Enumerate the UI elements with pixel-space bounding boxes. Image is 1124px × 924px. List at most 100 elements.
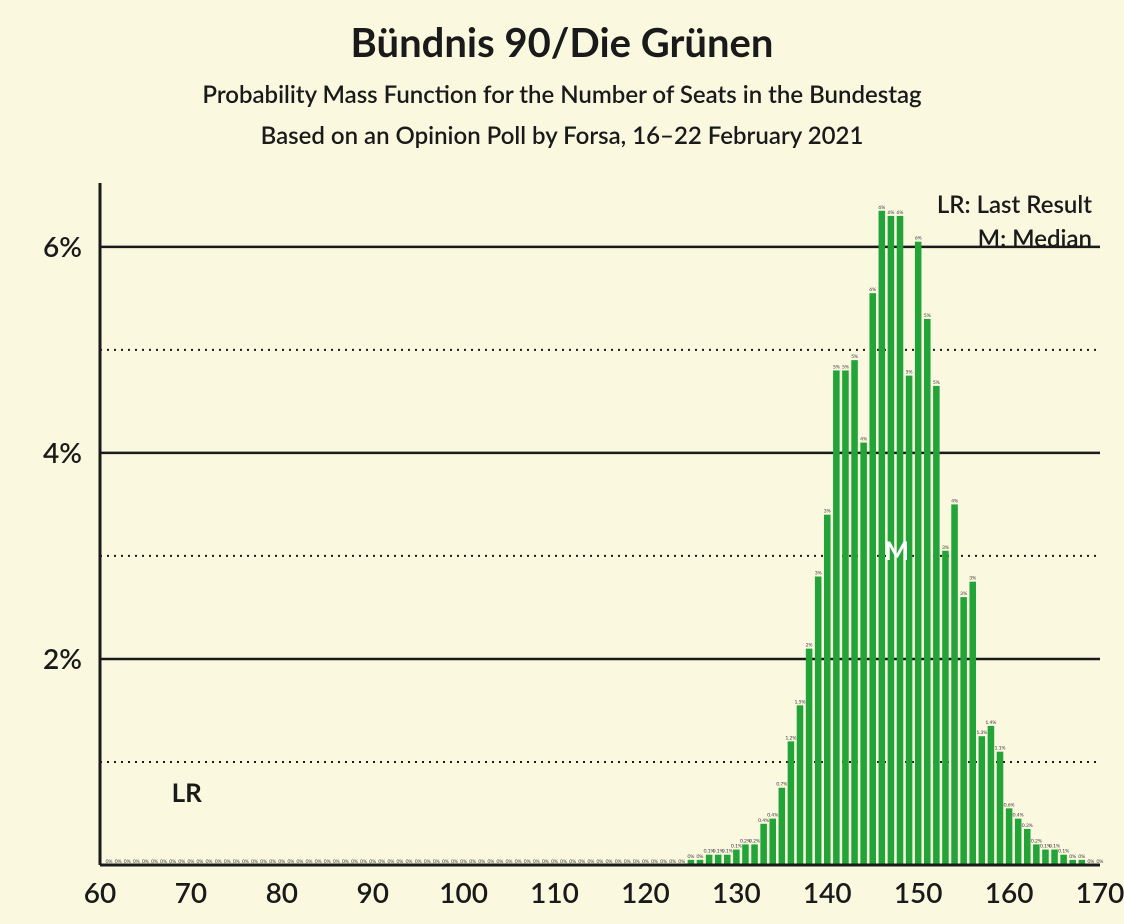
bar xyxy=(960,597,967,865)
bar-label: 0.1% xyxy=(704,849,715,855)
bar-label: 0.3% xyxy=(1022,823,1033,829)
bar xyxy=(833,370,840,865)
bar-label: 0% xyxy=(106,859,113,865)
bar-label: 5% xyxy=(833,364,840,370)
bar-label: 0.1% xyxy=(722,849,733,855)
bar-label: 3% xyxy=(960,591,967,597)
x-tick-label: 110 xyxy=(530,875,579,909)
bar-label: 0.4% xyxy=(758,818,769,824)
bar-label: 0% xyxy=(697,854,704,860)
bar-label: 0% xyxy=(297,859,304,865)
bar-label: 0% xyxy=(415,859,422,865)
bar xyxy=(969,582,976,865)
bar-label: 0% xyxy=(497,859,504,865)
bar-label: 0% xyxy=(187,859,194,865)
chart-subtitle-1: Probability Mass Function for the Number… xyxy=(0,80,1124,109)
bar xyxy=(924,319,931,865)
x-tick-label: 130 xyxy=(712,875,761,909)
bar-label: 0% xyxy=(406,859,413,865)
bar xyxy=(933,386,940,865)
bar xyxy=(1006,808,1013,865)
bar xyxy=(733,850,740,865)
bar-label: 0% xyxy=(333,859,340,865)
bar-label: 0% xyxy=(224,859,231,865)
legend-m: M: Median xyxy=(978,224,1092,253)
bar-label: 0% xyxy=(369,859,376,865)
bar-label: 0% xyxy=(242,859,249,865)
bar-label: 0% xyxy=(642,859,649,865)
bar-label: 0.1% xyxy=(1058,849,1069,855)
x-tick-label: 140 xyxy=(803,875,852,909)
bar xyxy=(988,726,995,865)
bar-label: 0% xyxy=(560,859,567,865)
bar-label: 0% xyxy=(569,859,576,865)
bar-label: 0% xyxy=(197,859,204,865)
bar-label: 0% xyxy=(397,859,404,865)
bar-label: 0% xyxy=(542,859,549,865)
bar-label: 0% xyxy=(151,859,158,865)
bar-label: 0% xyxy=(206,859,213,865)
bar xyxy=(879,211,886,865)
bar-label: 0% xyxy=(506,859,513,865)
bar-label: 0% xyxy=(1078,854,1085,860)
bar-label: 0% xyxy=(1087,859,1094,865)
bar xyxy=(1069,860,1076,865)
bar-label: 3% xyxy=(969,576,976,582)
bar-label: 0% xyxy=(424,859,431,865)
lr-marker-label: LR xyxy=(172,776,203,808)
bar-label: 0% xyxy=(233,859,240,865)
bar-label: 0% xyxy=(451,859,458,865)
y-tick-label: 6% xyxy=(43,229,82,263)
bar xyxy=(806,649,813,865)
bar xyxy=(742,844,749,865)
x-tick-label: 150 xyxy=(894,875,943,909)
bar-label: 0.1% xyxy=(1049,844,1060,850)
bar xyxy=(851,360,858,865)
bar-label: 0% xyxy=(460,859,467,865)
bar xyxy=(915,242,922,865)
bar-label: 0% xyxy=(1069,854,1076,860)
bar-label: 1.1% xyxy=(995,746,1006,752)
bar-label: 1.5% xyxy=(795,699,806,705)
bar xyxy=(951,504,958,865)
bar-label: 0.2% xyxy=(740,838,751,844)
bar xyxy=(860,443,867,865)
bar-label: 0% xyxy=(633,859,640,865)
bar-label: 0% xyxy=(487,859,494,865)
bar xyxy=(824,515,831,865)
bar xyxy=(715,855,722,865)
bar-label: 4% xyxy=(860,437,867,443)
bar-label: 0% xyxy=(469,859,476,865)
x-tick-label: 100 xyxy=(439,875,488,909)
bar-label: 0% xyxy=(115,859,122,865)
bar xyxy=(1033,844,1040,865)
bar-label: 5% xyxy=(842,364,849,370)
bar-label: 0% xyxy=(342,859,349,865)
bar-label: 0% xyxy=(1097,859,1104,865)
bar-label: 5% xyxy=(924,313,931,319)
bar xyxy=(1079,860,1086,865)
y-tick-label: 2% xyxy=(43,641,82,675)
bar-label: 6% xyxy=(915,236,922,242)
bar xyxy=(1060,855,1067,865)
bar-label: 0.7% xyxy=(776,782,787,788)
bar-label: 0% xyxy=(478,859,485,865)
bar-label: 0% xyxy=(360,859,367,865)
bar-label: 0% xyxy=(142,859,149,865)
legend-lr: LR: Last Result xyxy=(937,190,1092,219)
bar-label: 0% xyxy=(160,859,167,865)
bar xyxy=(688,860,695,865)
x-tick-label: 170 xyxy=(1076,875,1124,909)
bar-label: 0% xyxy=(433,859,440,865)
bar-label: 0% xyxy=(124,859,131,865)
bar-label: 0.2% xyxy=(749,838,760,844)
bar-label: 0% xyxy=(687,854,694,860)
x-tick-label: 90 xyxy=(356,875,388,909)
bar-label: 0% xyxy=(669,859,676,865)
bar xyxy=(1015,819,1022,865)
bar-label: 0% xyxy=(660,859,667,865)
chart-title: Bündnis 90/Die Grünen xyxy=(0,0,1124,66)
bar-label: 1.4% xyxy=(985,720,996,726)
bar-label: 6% xyxy=(887,210,894,216)
bar-label: 1.3% xyxy=(976,730,987,736)
